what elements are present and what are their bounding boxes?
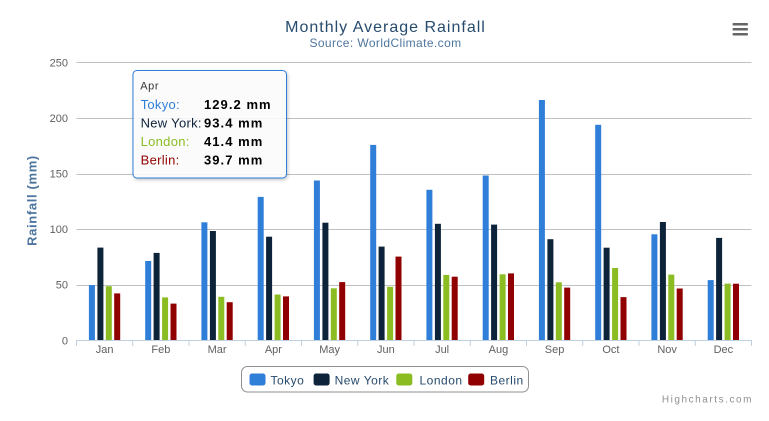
svg-text:150: 150 (50, 169, 68, 181)
svg-text:129.2 mm: 129.2 mm (204, 97, 272, 112)
svg-text:Sep: Sep (545, 344, 565, 356)
svg-text:Rainfall (mm): Rainfall (mm) (25, 155, 40, 246)
svg-text:39.7 mm: 39.7 mm (204, 152, 263, 167)
svg-text:Jun: Jun (377, 344, 395, 356)
svg-text:Monthly Average Rainfall: Monthly Average Rainfall (285, 19, 486, 36)
svg-text:93.4 mm: 93.4 mm (204, 116, 263, 131)
svg-text:Feb: Feb (151, 344, 170, 356)
svg-text:41.4 mm: 41.4 mm (204, 134, 263, 149)
svg-text:Nov: Nov (657, 344, 677, 356)
svg-text:Tokyo:: Tokyo: (141, 97, 180, 112)
svg-text:Apr: Apr (265, 344, 282, 356)
svg-text:Oct: Oct (602, 344, 619, 356)
svg-text:Highcharts.com: Highcharts.com (662, 395, 753, 406)
svg-text:Berlin:: Berlin: (141, 152, 180, 167)
svg-text:Jul: Jul (435, 344, 449, 356)
svg-text:New York:: New York: (141, 116, 202, 131)
svg-text:London: London (420, 374, 463, 388)
svg-text:Tokyo: Tokyo (271, 374, 305, 388)
svg-text:Aug: Aug (489, 344, 509, 356)
svg-text:Apr: Apr (140, 81, 159, 93)
svg-text:Mar: Mar (208, 344, 227, 356)
svg-text:0: 0 (62, 335, 68, 347)
svg-text:250: 250 (50, 58, 68, 70)
svg-text:Dec: Dec (714, 344, 734, 356)
svg-text:100: 100 (50, 224, 68, 236)
svg-text:May: May (319, 344, 340, 356)
svg-text:New York: New York (335, 374, 390, 388)
svg-text:Berlin: Berlin (490, 374, 524, 388)
svg-text:Source: WorldClimate.com: Source: WorldClimate.com (309, 36, 461, 50)
svg-text:London:: London: (141, 134, 190, 149)
svg-text:200: 200 (50, 113, 68, 125)
svg-text:Jan: Jan (96, 344, 114, 356)
svg-text:50: 50 (56, 280, 68, 292)
